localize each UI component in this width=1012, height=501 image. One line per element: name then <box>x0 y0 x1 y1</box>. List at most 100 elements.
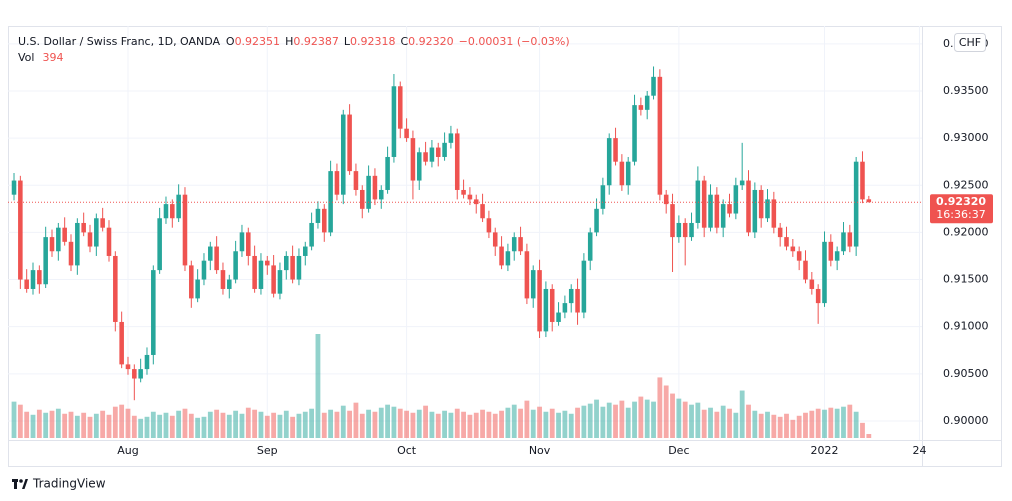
volume-bar <box>435 413 441 438</box>
candle-body <box>284 255 289 271</box>
candle-body <box>435 147 441 157</box>
candle-body <box>366 175 371 209</box>
candle-body <box>746 180 751 233</box>
candle-body <box>189 265 194 299</box>
candle-body <box>752 189 758 233</box>
volume-bar <box>74 415 80 438</box>
volume-label: Vol <box>18 51 34 64</box>
candle-body <box>556 312 561 322</box>
volume-bar <box>81 412 87 438</box>
candle-body <box>562 303 568 313</box>
volume-bar <box>347 410 353 438</box>
volume-bar <box>201 416 207 438</box>
candle-body <box>220 270 226 289</box>
volume-bar <box>220 412 226 438</box>
candle-body <box>385 156 390 190</box>
volume-bar <box>499 410 504 438</box>
low-value: 0.92318 <box>350 35 396 48</box>
candle-body <box>758 189 764 219</box>
candle-body <box>625 161 631 186</box>
currency-button[interactable] <box>954 33 986 52</box>
candle-body <box>87 232 93 247</box>
open-label: O <box>226 35 235 48</box>
candle-body <box>809 279 815 289</box>
y-tick-label: 0.92500 <box>943 178 989 191</box>
volume-bar <box>315 334 321 438</box>
volume-bar <box>822 409 827 438</box>
x-tick-label: Dec <box>668 444 689 457</box>
volume-bar <box>283 410 289 438</box>
volume-bar <box>410 412 416 438</box>
volume-bar <box>784 413 789 438</box>
candle-body <box>378 189 384 200</box>
low-label: L <box>344 35 351 48</box>
volume-bar <box>682 401 688 438</box>
volume-bar <box>739 390 745 438</box>
high-value: 0.92387 <box>293 35 339 48</box>
volume-bar <box>625 407 631 438</box>
last-price-badge <box>930 194 993 224</box>
candle-body <box>834 251 840 261</box>
volume-bar <box>442 410 447 438</box>
candle-body <box>315 208 321 223</box>
candle-body <box>866 199 872 203</box>
candle-body <box>56 227 61 252</box>
volume-bar <box>606 402 612 438</box>
y-tick-label: 0.91500 <box>943 273 989 286</box>
volume-bar <box>632 401 637 438</box>
volume-bar <box>549 408 555 438</box>
x-tick-label: 2022 <box>810 444 838 457</box>
y-tick-label: 0.91000 <box>943 320 989 333</box>
volume-bar <box>556 412 561 438</box>
volume-bar <box>518 408 523 438</box>
candle-body <box>208 246 213 261</box>
volume-bar <box>372 411 378 438</box>
volume-bar <box>226 414 232 438</box>
volume-bar <box>43 412 49 438</box>
volume-bar <box>24 411 30 438</box>
volume-bar <box>252 409 258 438</box>
volume-bar <box>195 417 201 438</box>
candle-body <box>575 288 580 313</box>
volume-bar <box>36 409 42 438</box>
candle-body <box>714 194 720 228</box>
currency-label[interactable]: CHF <box>959 36 981 49</box>
candle-body <box>461 189 466 195</box>
candle-body <box>467 194 473 200</box>
volume-bar <box>733 412 739 438</box>
candle-body <box>568 288 574 304</box>
candle-body <box>359 189 365 209</box>
candle-body <box>765 199 770 219</box>
candle-body <box>303 246 308 256</box>
candle-body <box>144 354 150 370</box>
candle-body <box>771 199 777 228</box>
volume-bar <box>587 403 593 438</box>
legend-line: U.S. Dollar / Swiss Franc, 1D, OANDA O 0.9… <box>18 35 570 48</box>
symbol: U.S. Dollar / Swiss Franc, 1D, OANDA <box>18 35 221 48</box>
volume-bar <box>581 405 587 438</box>
volume-bar <box>131 415 137 438</box>
volume-bar <box>638 396 644 438</box>
volume-bar <box>651 401 656 438</box>
candle-body <box>454 133 460 190</box>
volume-bar <box>366 409 372 438</box>
candle-body <box>733 185 739 214</box>
volume-bar <box>727 408 732 438</box>
volume-bar <box>150 411 156 438</box>
candle-body <box>448 133 454 143</box>
candle-body <box>62 227 67 242</box>
candle-body <box>815 288 821 304</box>
candle-body <box>581 260 587 313</box>
volume-bar <box>68 411 74 438</box>
candle-body <box>841 232 846 252</box>
volume-bar <box>87 416 93 438</box>
volume-bar <box>264 415 270 438</box>
volume-bar <box>321 412 327 438</box>
volume-bar <box>714 411 720 438</box>
volume-bar <box>473 412 479 438</box>
volume-bar <box>17 404 23 438</box>
volume-bar <box>100 410 106 438</box>
volume-bar <box>568 413 574 438</box>
volume-bar <box>809 410 815 438</box>
